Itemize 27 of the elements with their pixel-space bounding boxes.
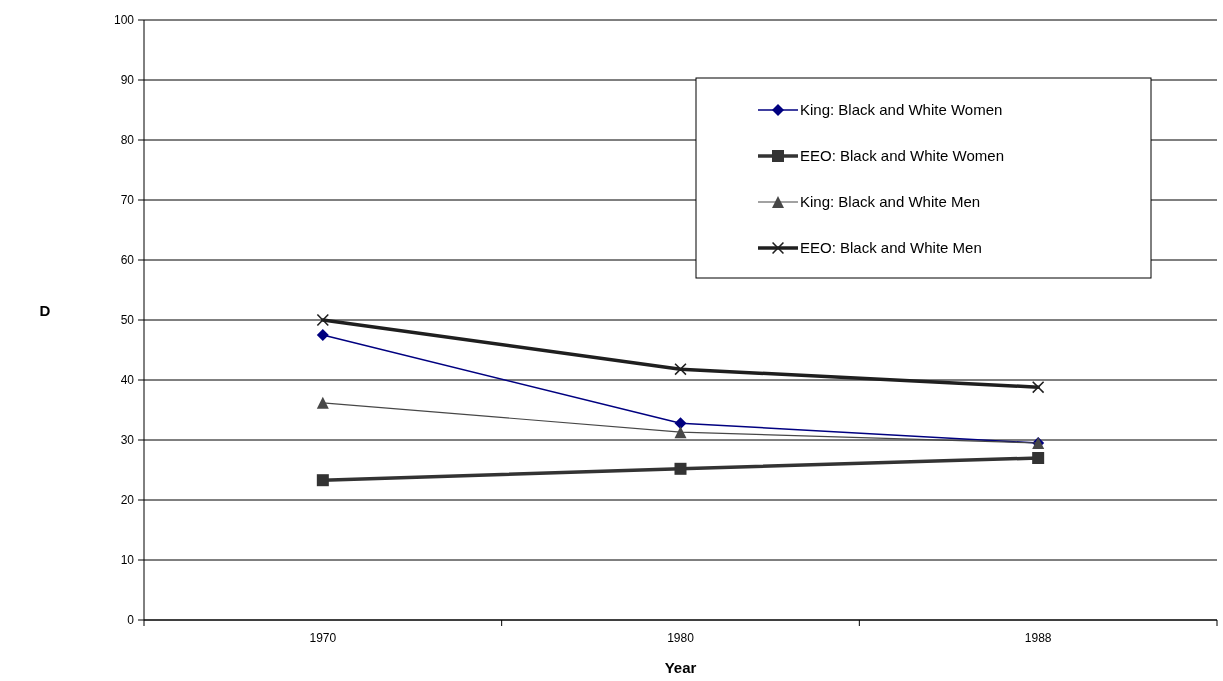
point xyxy=(316,329,329,341)
y-tick-label: 80 xyxy=(120,133,135,148)
point xyxy=(316,314,329,326)
x-tick-label: 1988 xyxy=(1024,631,1052,645)
point xyxy=(1032,381,1045,394)
y-tick-label: 70 xyxy=(120,193,135,208)
y-tick-label: 100 xyxy=(113,13,135,28)
y-tick-label: 50 xyxy=(120,313,135,328)
y-tick-label: 40 xyxy=(120,373,135,388)
point xyxy=(316,474,329,487)
legend-label: King: Black and White Women xyxy=(800,101,1003,119)
legend-label: King: Black and White Men xyxy=(800,193,981,211)
x-tick-label: 1970 xyxy=(309,631,337,645)
y-tick-label: 0 xyxy=(127,613,135,628)
point xyxy=(674,462,687,475)
y-tick-label: 60 xyxy=(120,253,135,268)
point xyxy=(674,363,687,376)
x-axis-title: Year xyxy=(664,659,697,676)
point xyxy=(1032,452,1045,464)
y-axis-title: D xyxy=(39,302,51,320)
legend-label: EEO: Black and White Men xyxy=(800,239,982,257)
y-tick-label: 90 xyxy=(120,73,135,88)
legend-label: EEO: Black and White Women xyxy=(800,147,1004,165)
y-tick-label: 30 xyxy=(120,433,135,448)
y-tick-label: 10 xyxy=(120,553,135,568)
y-tick-label: 20 xyxy=(120,493,135,508)
x-tick-label: 1980 xyxy=(667,631,695,645)
